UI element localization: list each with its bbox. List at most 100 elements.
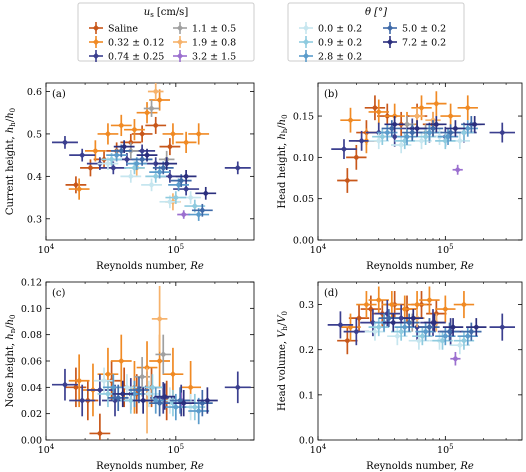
data-point	[396, 128, 418, 145]
data-point	[440, 124, 461, 141]
data-point	[402, 124, 423, 141]
data-point	[356, 291, 377, 319]
data-point	[439, 322, 460, 341]
plot-frame	[317, 82, 523, 241]
data-point	[165, 191, 187, 204]
data-series	[372, 124, 475, 150]
data-series	[384, 116, 485, 137]
legend-marker-icon	[173, 22, 187, 34]
legend-entry-label: 5.0 ± 0.2	[402, 24, 446, 35]
data-point	[188, 123, 210, 145]
x-axis-label: Reynolds number, Re	[366, 461, 474, 472]
data-point	[113, 140, 135, 154]
data-point	[149, 389, 170, 417]
data-point	[65, 176, 87, 194]
legend-entry-label: 1.1 ± 0.5	[192, 24, 236, 35]
data-point	[159, 138, 181, 156]
panel: 0.0 0.1 0.2 0.3 104 105 (d) Reynolds number, Re…	[277, 281, 523, 472]
legend-us-title: us [cm/s]	[144, 7, 189, 19]
data-point	[378, 309, 400, 328]
x-axis-label: Reynolds number, Re	[366, 261, 474, 272]
legend-us: us [cm/s] Saline 0.32 ± 0.12 0.74 ± 0.25 1.1…	[77, 2, 255, 63]
y-tick-label: 0.08	[21, 330, 42, 341]
data-point	[364, 95, 386, 121]
data-point	[424, 313, 445, 332]
data-series	[409, 309, 444, 332]
x-tick-label: 104	[310, 243, 327, 256]
data-point	[435, 295, 456, 323]
data-point	[224, 371, 251, 404]
legend-marker-icon	[173, 36, 187, 48]
data-point	[394, 318, 415, 337]
data-point	[151, 285, 168, 352]
panel-label: (b)	[324, 89, 338, 100]
legend-entry-label: 7.2 ± 0.2	[402, 38, 446, 49]
y-tick-label: 0.10	[21, 304, 42, 315]
data-point	[175, 131, 197, 154]
data-point	[368, 286, 389, 314]
data-point	[390, 136, 412, 154]
data-series	[450, 351, 461, 366]
data-series	[377, 120, 478, 145]
data-area	[331, 91, 516, 193]
plot-frame	[317, 281, 523, 441]
data-area	[51, 83, 251, 221]
legend-marker-icon	[89, 22, 103, 34]
data-point	[175, 169, 197, 183]
data-point	[368, 99, 389, 125]
data-point	[442, 318, 464, 337]
data-point	[168, 178, 189, 192]
data-point	[107, 384, 129, 412]
panel: 0.00 0.02 0.04 0.06 0.08 0.10 0.12 104 105 (c) Rey…	[5, 278, 255, 472]
data-point	[406, 120, 428, 137]
data-point	[110, 114, 132, 137]
data-point	[457, 95, 478, 121]
data-point	[372, 128, 393, 145]
data-point	[435, 327, 456, 346]
data-point	[191, 203, 213, 217]
y-tick-label: 0.3	[27, 214, 42, 225]
data-point	[155, 334, 172, 375]
data-point	[141, 178, 162, 192]
data-point	[489, 122, 516, 143]
data-series	[68, 89, 210, 200]
data-point	[426, 116, 447, 133]
data-point	[188, 397, 210, 425]
data-point	[390, 322, 412, 341]
data-point	[384, 116, 405, 133]
data-point	[331, 139, 357, 160]
y-tick-label: 0.00	[293, 236, 314, 247]
y-tick-label: 0.0	[299, 436, 314, 447]
data-series	[452, 164, 463, 175]
data-point	[445, 120, 466, 137]
data-point	[224, 161, 251, 175]
legend-entry-label: Saline	[108, 24, 138, 35]
panel: 0.3 0.4 0.5 0.6 104 105 (a) Reynolds number, Re…	[5, 82, 255, 272]
y-tick-label: 0.5	[27, 129, 42, 140]
data-point	[68, 178, 90, 200]
data-point	[120, 169, 142, 183]
data-point	[381, 120, 403, 137]
data-point	[415, 322, 436, 341]
legend-marker-icon	[89, 50, 103, 62]
data-point	[80, 159, 101, 177]
data-point	[419, 286, 440, 314]
data-point	[452, 164, 463, 175]
x-tick-label: 104	[310, 443, 327, 456]
legend-entry-label: 0.74 ± 0.25	[108, 52, 164, 63]
legend-entry-label: 0.32 ± 0.12	[108, 38, 164, 49]
data-point	[143, 99, 160, 117]
legend-marker-icon	[299, 50, 313, 62]
data-point	[173, 389, 195, 417]
panel-label: (c)	[52, 288, 66, 299]
plot-frame	[45, 82, 255, 241]
data-point	[147, 83, 164, 100]
data-series	[177, 210, 191, 219]
data-point	[68, 354, 90, 408]
data-point	[142, 374, 163, 401]
data-point	[453, 291, 475, 319]
y-tick-label: 0.6	[27, 87, 42, 98]
data-point	[340, 107, 361, 133]
x-tick-label: 105	[437, 243, 454, 256]
data-point	[136, 102, 158, 124]
